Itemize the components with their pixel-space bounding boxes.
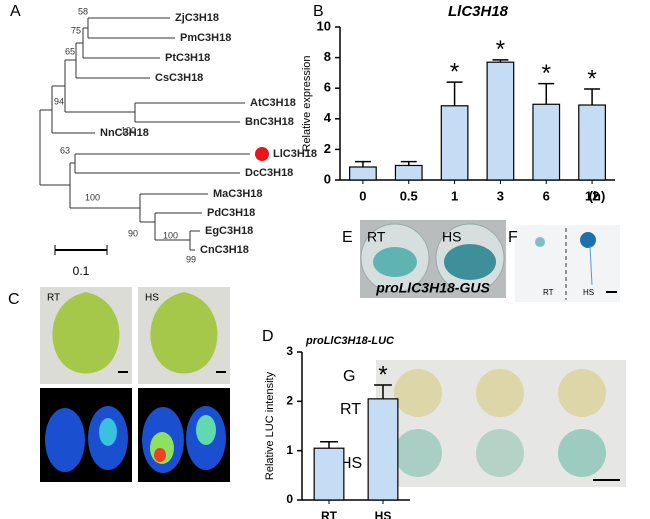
highlight-dot [255, 147, 269, 161]
photo-caption: proLlC3H18-GUS [375, 280, 490, 296]
panel-letter: G [343, 368, 355, 385]
panel-letter: B [313, 3, 324, 20]
bar [349, 166, 377, 181]
leaf-label: NnC3H18 [100, 127, 149, 139]
y-axis-label: Relative expression [301, 56, 313, 152]
leaf-label: ZjC3H18 [175, 12, 219, 24]
x-tick-label: RT [321, 509, 338, 519]
luc-signal [154, 448, 166, 462]
x-tick-label: 1 [451, 188, 458, 203]
leaf-label: PtC3H18 [165, 52, 210, 64]
significance-marker: * [587, 65, 596, 92]
significance-marker: * [378, 361, 387, 388]
x-tick-label: 3 [497, 188, 504, 203]
bar [313, 447, 345, 501]
leaf-label: BnC3H18 [245, 116, 294, 128]
disc [476, 369, 524, 417]
x-tick-label: HS [375, 509, 392, 519]
y-tick-label: 4 [324, 110, 332, 125]
panel-letter: C [8, 291, 20, 308]
bar [394, 164, 423, 181]
bootstrap-value: 100 [163, 230, 178, 240]
bar [440, 105, 469, 181]
photo-label: RT [340, 401, 361, 418]
disc [558, 429, 606, 477]
disc [394, 429, 442, 477]
panel-letter: E [342, 229, 353, 246]
leaf-label: CsC3H18 [155, 72, 203, 84]
seedling-root [589, 245, 593, 286]
seedling [535, 237, 545, 247]
y-tick-label: 10 [317, 18, 331, 33]
photo-label: HS [340, 455, 362, 472]
scale-label: 0.1 [73, 264, 90, 278]
bootstrap-value: 100 [121, 125, 136, 135]
gus-stain [444, 244, 496, 280]
panel-letter: A [10, 3, 21, 20]
y-tick-label: 6 [324, 80, 331, 95]
leaf-image [52, 292, 120, 374]
luc-signal [196, 415, 216, 445]
significance-marker: * [496, 36, 505, 63]
bar [578, 104, 606, 181]
photo-label: RT [47, 293, 60, 304]
photo [515, 225, 620, 302]
x-tick-label: 12 [585, 188, 599, 203]
y-tick-label: 1 [286, 443, 293, 457]
bar [367, 398, 399, 501]
luc-signal [99, 418, 117, 446]
bar [486, 61, 515, 181]
significance-marker: * [542, 60, 551, 87]
bootstrap-value: 75 [71, 25, 81, 35]
disc [394, 369, 442, 417]
bootstrap-value: 100 [85, 192, 100, 202]
luc-signal [45, 408, 85, 472]
leaf-label: EgC3H18 [205, 225, 253, 237]
y-tick-label: 0 [324, 171, 331, 186]
leaf-image [150, 292, 218, 374]
bar [532, 103, 561, 181]
disc [476, 429, 524, 477]
leaf-label: CnC3H18 [200, 244, 249, 256]
chart-title: proLlC3H18-LUC [305, 335, 395, 347]
panel-letter: F [508, 229, 518, 246]
y-tick-label: 3 [286, 344, 293, 358]
y-tick-label: 2 [286, 394, 293, 408]
bootstrap-value: 58 [78, 6, 88, 16]
photo-label: HS [583, 288, 594, 297]
seedling [580, 232, 596, 248]
leaf-label: LlC3H18 [273, 148, 317, 160]
leaf-label: MaC3H18 [213, 188, 263, 200]
bootstrap-value: 90 [128, 228, 138, 238]
tree-branches [39, 17, 250, 251]
significance-marker: * [450, 58, 459, 85]
y-tick-label: 2 [324, 141, 331, 156]
phylogenetic-tree: 0.1 [39, 17, 269, 278]
gus-stain [373, 247, 417, 277]
chart-title: LlC3H18 [448, 3, 509, 20]
bootstrap-value: 99 [186, 254, 196, 264]
x-unit: (h) [589, 188, 606, 203]
panel-letter: D [262, 328, 274, 345]
bootstrap-value: 63 [60, 145, 70, 155]
y-axis-label: Relative LUC intensity [264, 371, 276, 480]
photo-label: HS [442, 229, 461, 245]
y-tick-label: 8 [324, 49, 331, 64]
leaf-label: PdC3H18 [207, 207, 255, 219]
x-tick-label: 0.5 [400, 188, 418, 203]
x-tick-label: 0 [359, 188, 366, 203]
bootstrap-value: 65 [65, 46, 75, 56]
photo-label: HS [145, 293, 159, 304]
x-tick-label: 6 [543, 188, 550, 203]
photo-label: RT [367, 229, 386, 245]
leaf-label: DcC3H18 [245, 167, 293, 179]
leaf-label: PmC3H18 [180, 32, 231, 44]
photo-label: RT [543, 288, 554, 297]
y-tick-label: 0 [286, 492, 293, 506]
disc [558, 369, 606, 417]
bootstrap-value: 94 [54, 96, 64, 106]
leaf-label: AtC3H18 [250, 97, 296, 109]
